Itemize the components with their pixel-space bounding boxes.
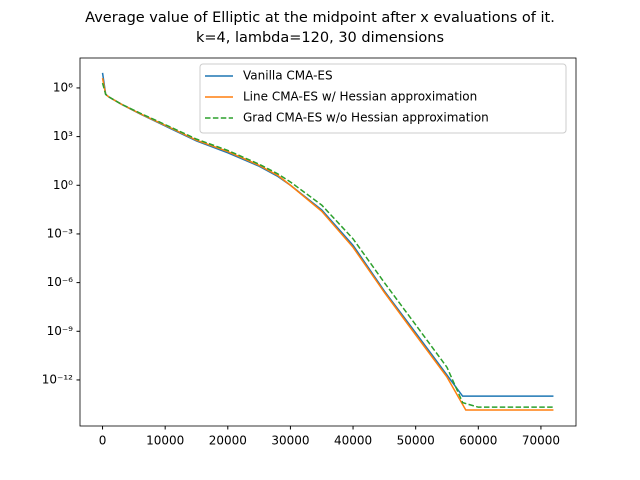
x-tick-label: 10000	[146, 434, 184, 448]
x-tick-label: 20000	[209, 434, 247, 448]
x-tick-label: 0	[99, 434, 107, 448]
legend-box	[199, 63, 567, 134]
x-tick-label: 40000	[334, 434, 372, 448]
axes-frame	[79, 57, 577, 427]
x-tick-label: 30000	[271, 434, 309, 448]
legend-label: Grad CMA-ES w/o Hessian approximation	[243, 111, 489, 125]
x-tick-label: 60000	[459, 434, 497, 448]
x-tick-label: 50000	[397, 434, 435, 448]
y-tick-label: 10⁻³	[47, 226, 74, 240]
y-tick-label: 10⁻⁹	[47, 324, 74, 338]
chart-subtitle: k=4, lambda=120, 30 dimensions	[196, 30, 444, 46]
y-tick-label: 10³	[53, 129, 73, 143]
y-tick-label: 10⁰	[53, 178, 73, 192]
legend-label: Line CMA-ES w/ Hessian approximation	[243, 90, 477, 104]
y-tick-label: 10⁶	[53, 80, 73, 94]
legend-label: Vanilla CMA-ES	[243, 69, 333, 83]
x-tick-label: 70000	[522, 434, 560, 448]
y-tick-label: 10⁻¹²	[42, 372, 73, 386]
series-line	[101, 82, 554, 408]
y-tick-label: 10⁻⁶	[47, 275, 74, 289]
chart-title: Average value of Elliptic at the midpoin…	[85, 10, 555, 26]
